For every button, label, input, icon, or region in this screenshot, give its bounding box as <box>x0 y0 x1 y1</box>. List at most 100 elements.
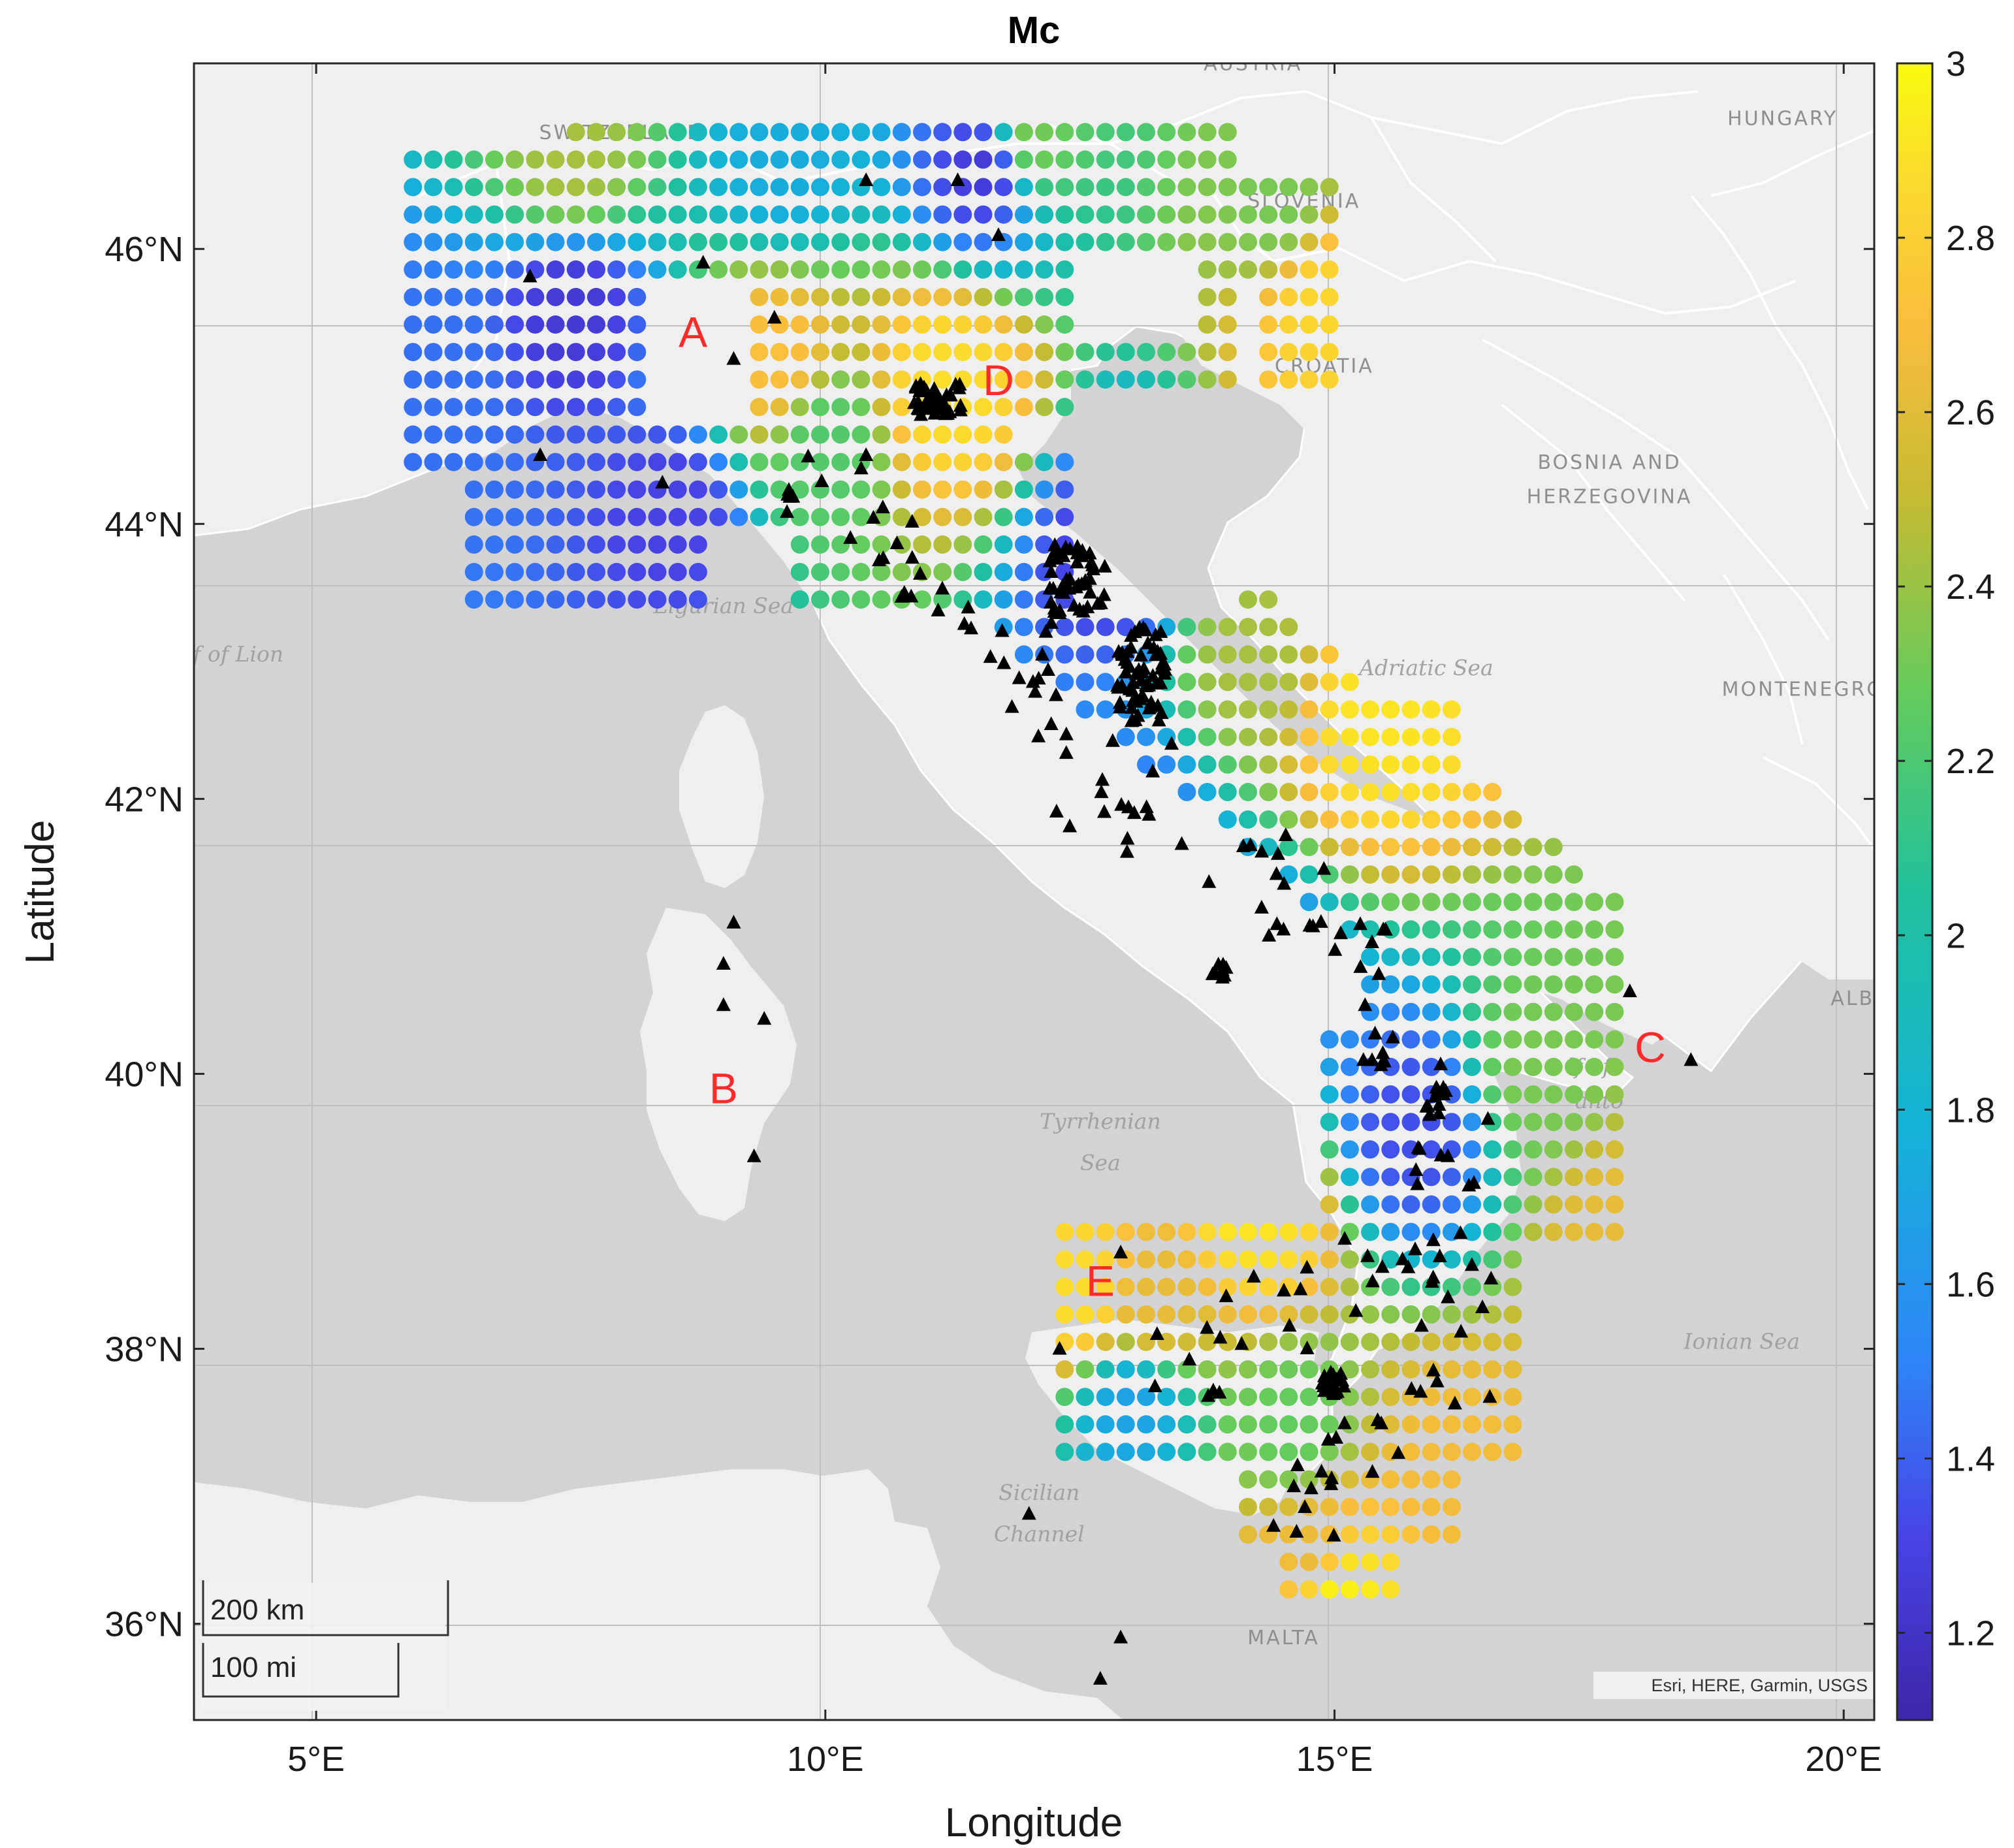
mc-grid-point <box>1381 1222 1400 1241</box>
mc-grid-point <box>1320 1442 1339 1461</box>
mc-grid-point <box>587 507 605 526</box>
mc-grid-point <box>1239 1497 1257 1516</box>
mc-grid-point <box>770 178 789 197</box>
mc-grid-point <box>994 260 1013 279</box>
mc-grid-point <box>688 480 707 499</box>
mc-grid-point <box>688 590 707 609</box>
mc-grid-point <box>933 150 952 169</box>
mc-grid-point <box>1422 1030 1441 1049</box>
station-marker <box>1059 726 1074 741</box>
mc-grid-point <box>790 232 809 251</box>
mc-grid-point <box>1259 645 1278 664</box>
mc-grid-point <box>994 123 1013 142</box>
mc-grid-point <box>587 563 605 581</box>
station-marker <box>1157 656 1172 671</box>
mc-grid-point <box>1483 1415 1502 1434</box>
mc-grid-point <box>994 315 1013 334</box>
station-marker <box>655 475 670 489</box>
mc-grid-point <box>566 123 585 142</box>
mc-grid-point <box>587 453 605 471</box>
station-marker <box>1035 646 1050 661</box>
mc-grid-point <box>1259 1305 1278 1324</box>
mc-grid-point <box>1381 1305 1400 1324</box>
mc-grid-point <box>913 150 931 169</box>
mc-grid-point <box>953 563 972 581</box>
mc-grid-point <box>628 287 647 306</box>
mc-grid-point <box>892 398 911 417</box>
mc-grid-point <box>1605 1195 1624 1214</box>
mc-grid-point <box>913 315 931 334</box>
mc-grid-point <box>1381 1168 1400 1187</box>
mc-grid-point <box>505 205 524 224</box>
station-marker <box>1052 1341 1067 1355</box>
station-marker <box>1324 1476 1339 1490</box>
mc-grid-point <box>1401 1360 1420 1379</box>
mc-grid-point <box>1401 838 1420 857</box>
mc-grid-point <box>464 425 483 444</box>
mc-grid-point <box>1381 1525 1400 1544</box>
mc-grid-point <box>974 343 993 362</box>
mc-grid-point <box>1340 1277 1359 1296</box>
mc-grid-point <box>1442 1113 1461 1132</box>
station-marker <box>1042 553 1057 567</box>
mc-grid-point <box>1279 1250 1298 1269</box>
mc-grid-point <box>892 123 911 142</box>
mc-grid-point <box>1198 232 1217 251</box>
mc-grid-point <box>587 260 605 279</box>
region-labels: A B C D E <box>679 308 1666 1305</box>
mc-grid-point <box>1137 1305 1155 1324</box>
mc-grid-point <box>1055 453 1074 471</box>
mc-grid-point <box>974 287 993 306</box>
mc-grid-point <box>1463 1222 1481 1241</box>
mc-grid-point <box>1524 1222 1542 1241</box>
mc-grid-point <box>526 563 545 581</box>
mc-grid-point <box>1320 1333 1339 1351</box>
station-marker <box>1371 966 1386 980</box>
mc-grid-point <box>1137 1277 1155 1296</box>
mc-grid-point <box>1320 370 1339 389</box>
station-marker <box>1031 671 1046 685</box>
mc-grid-point <box>1177 123 1196 142</box>
mc-grid-point <box>1503 1140 1522 1159</box>
station-marker <box>1447 1395 1462 1410</box>
mc-grid-point <box>1340 1113 1359 1132</box>
mc-grid-point <box>1442 893 1461 912</box>
mc-grid-point <box>831 563 850 581</box>
mc-grid-point <box>1483 948 1502 966</box>
station-marker <box>1385 1029 1400 1043</box>
mc-grid-point <box>1279 1360 1298 1379</box>
mc-grid-point <box>831 315 850 334</box>
mc-grid-point <box>1463 1057 1481 1076</box>
mc-grid-point <box>1483 893 1502 912</box>
station-marker <box>1219 1288 1234 1303</box>
mc-grid-point <box>1198 618 1217 637</box>
mc-grid-point <box>1300 232 1319 251</box>
mc-grid-point <box>404 370 423 389</box>
mc-grid-point <box>1320 782 1339 801</box>
mc-grid-point <box>1503 1168 1522 1187</box>
mc-grid-point <box>1381 782 1400 801</box>
mc-grid-point <box>1401 1470 1420 1489</box>
station-marker <box>1246 1269 1261 1283</box>
x-tick-label-0: 5°E <box>287 1740 345 1779</box>
mc-grid-point <box>1544 920 1563 939</box>
mc-grid-point <box>628 480 647 499</box>
mc-grid-point <box>1137 727 1155 746</box>
mc-grid-point <box>1239 673 1257 692</box>
mc-grid-point <box>1320 205 1339 224</box>
station-marker <box>1070 539 1085 553</box>
mc-grid-point <box>1524 1140 1542 1159</box>
mc-grid-point <box>1279 727 1298 746</box>
station-marker <box>1112 695 1127 709</box>
mc-grid-point <box>628 123 647 142</box>
mc-grid-point <box>1585 1085 1604 1104</box>
mc-grid-point <box>485 370 504 389</box>
mc-grid-point <box>790 370 809 389</box>
mc-grid-point <box>994 150 1013 169</box>
mc-grid-point <box>974 535 993 554</box>
land-corsica <box>679 705 764 888</box>
mc-grid-point <box>892 480 911 499</box>
mc-grid-point <box>831 260 850 279</box>
mc-grid-point <box>1259 1250 1278 1269</box>
colorbar-tick-label-2: 1.6 <box>1946 1265 1995 1304</box>
